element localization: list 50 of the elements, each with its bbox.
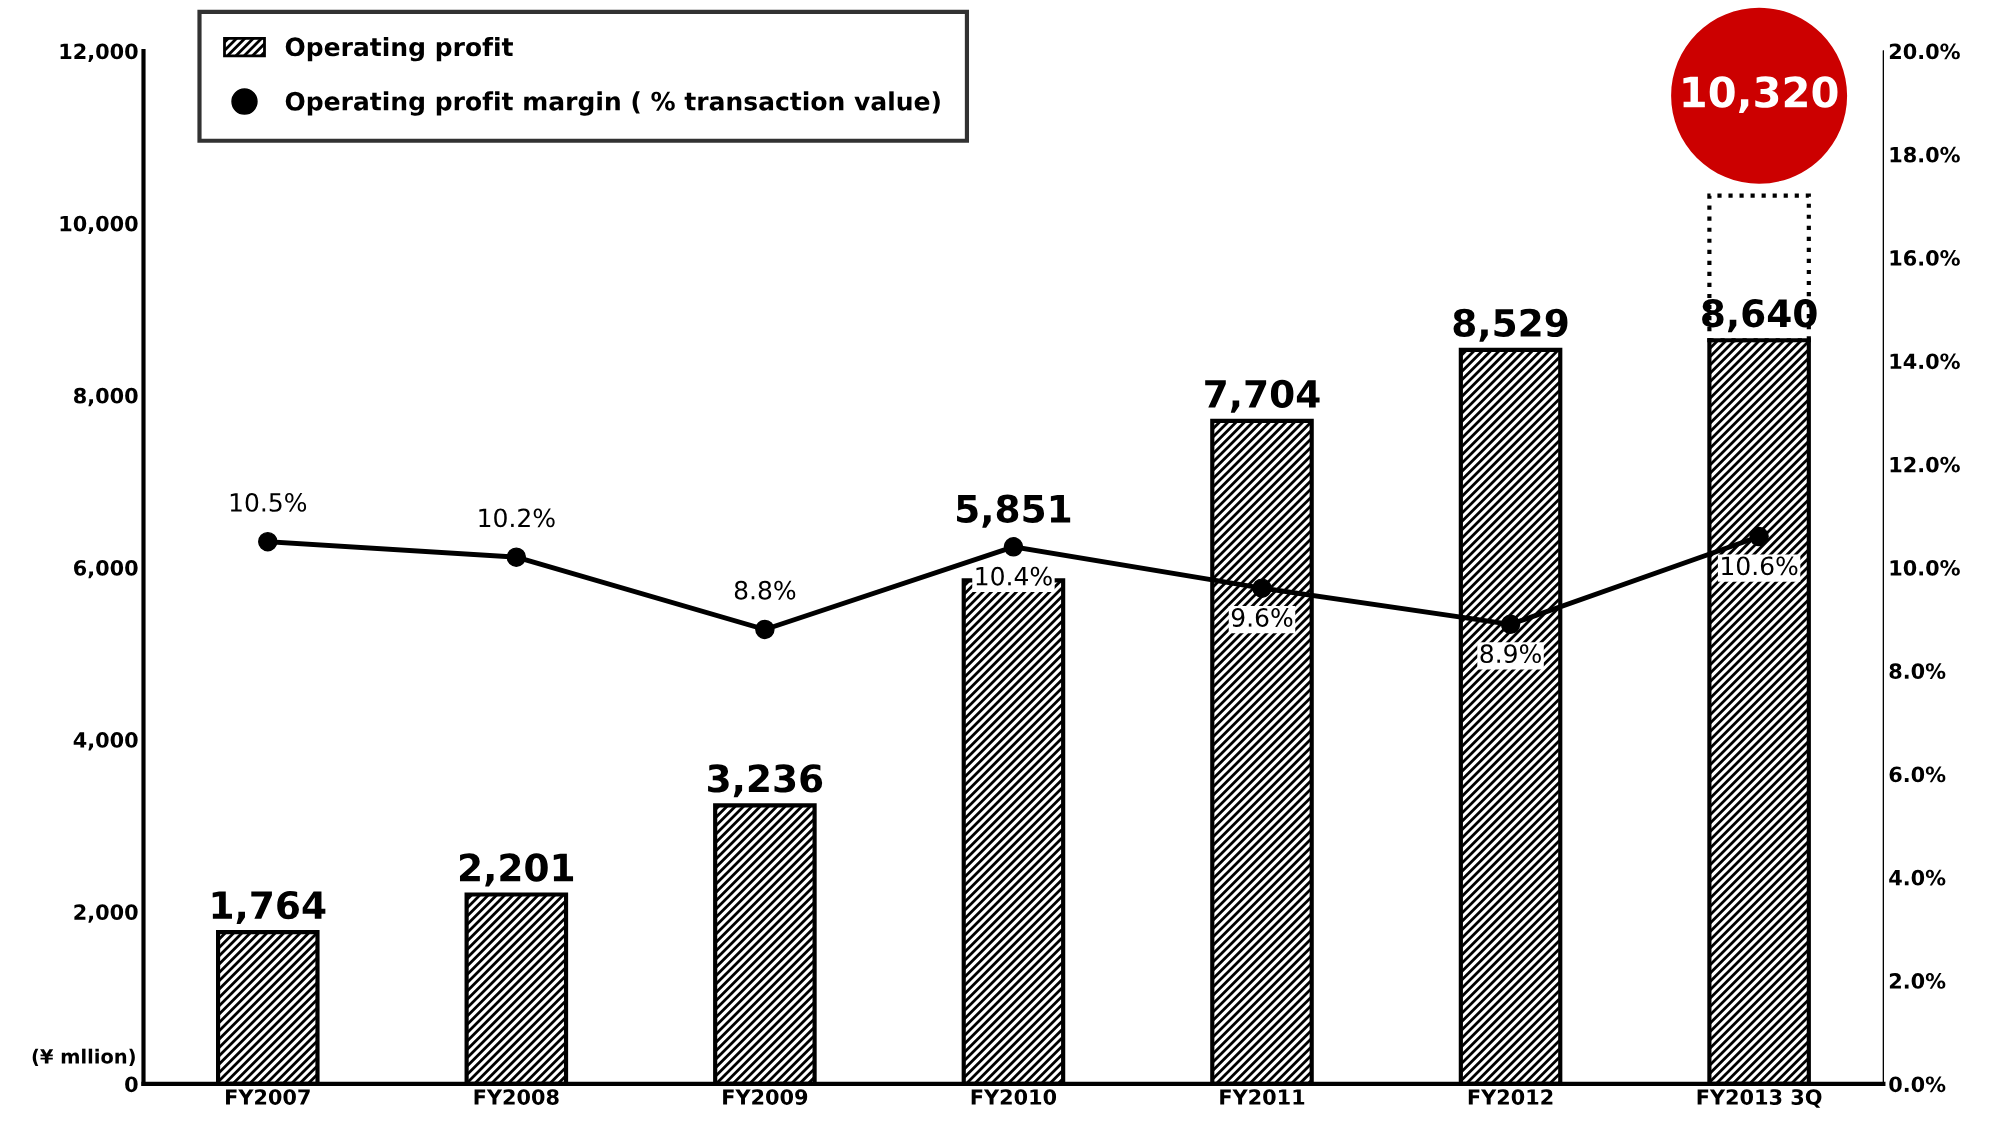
- y-tick-label: 2,000: [74, 904, 138, 923]
- point: [1749, 526, 1769, 547]
- data-label: 7,704: [1205, 379, 1320, 413]
- point: [1500, 614, 1521, 635]
- data-label: 5,851: [957, 494, 1071, 528]
- y2-tick-label: 6.0%: [1889, 766, 1946, 783]
- y2-tick-label: 14.0%: [1890, 353, 1960, 370]
- point: [755, 619, 775, 640]
- data-label: 9.6%: [1231, 608, 1293, 627]
- x-tick-label: FY2013 3Q: [1697, 1089, 1822, 1108]
- x-tick-label: FY2011: [1220, 1089, 1305, 1105]
- y-tick-label: 4,000: [73, 732, 138, 751]
- total-label: 10,320: [1683, 76, 1838, 114]
- y2-tick-label: 4.0%: [1889, 869, 1946, 886]
- x-tick-label: FY2012: [1468, 1089, 1553, 1105]
- x-tick-label: FY2010: [971, 1089, 1057, 1105]
- y2-tick-label: 12.0%: [1890, 456, 1960, 473]
- data-label: 8,640: [1702, 299, 1817, 333]
- y2-tick-label: 16.0%: [1890, 250, 1960, 266]
- point: [506, 547, 527, 567]
- y2-tick-label: 0.0%: [1889, 1076, 1946, 1093]
- x-tick-label: FY2009: [723, 1089, 808, 1105]
- point: [1252, 578, 1272, 598]
- data-label: 10.5%: [230, 492, 307, 512]
- data-label: 10.6%: [1722, 556, 1798, 576]
- data-label: 10.2%: [479, 508, 555, 528]
- data-label: 10.4%: [976, 566, 1052, 586]
- point: [258, 531, 278, 552]
- data-label: 2,201: [459, 853, 574, 887]
- y-tick-label: 8,000: [74, 387, 138, 407]
- y-tick-label: 6,000: [74, 559, 138, 579]
- y-tick-label: 0: [125, 1076, 138, 1093]
- y2-tick-label: 18.0%: [1890, 146, 1960, 163]
- x-tick-label: FY2008: [474, 1089, 559, 1105]
- data-label: 1,764: [212, 890, 326, 925]
- data-label: 8.9%: [1480, 644, 1541, 664]
- y-axis-title: (¥ mllion): [32, 1048, 135, 1067]
- data-label: 3,236: [708, 764, 823, 798]
- legend-label: Operating profit: [285, 36, 513, 62]
- data-label: 8,529: [1453, 308, 1568, 342]
- y2-tick-label: 20.0%: [1889, 43, 1960, 60]
- y-tick-label: 12,000: [60, 43, 138, 62]
- y2-tick-label: 2.0%: [1889, 973, 1946, 989]
- y2-tick-label: 10.0%: [1890, 559, 1960, 576]
- data-label: 8.8%: [734, 580, 796, 600]
- point: [1003, 537, 1024, 557]
- legend-label: Operating profit margin ( % transaction value): [285, 91, 940, 116]
- y2-tick-label: 8.0%: [1889, 663, 1946, 679]
- x-tick-label: FY2007: [226, 1089, 310, 1105]
- y-tick-label: 10,000: [60, 215, 138, 235]
